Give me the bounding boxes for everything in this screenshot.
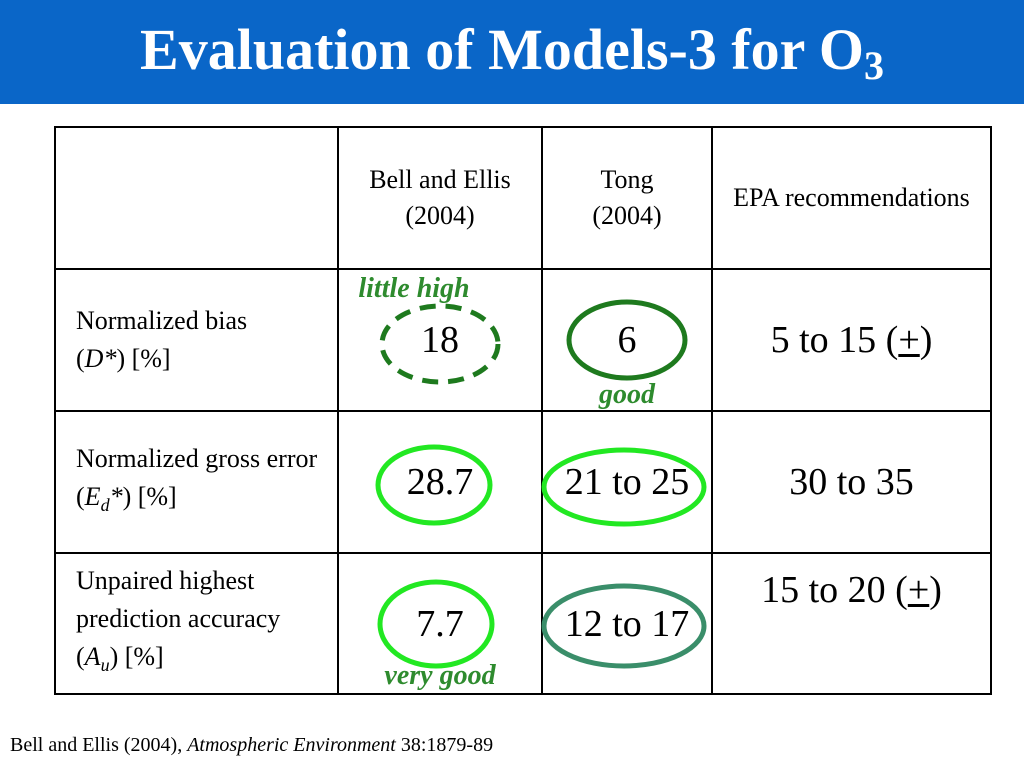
header-epa: EPA recommendations (711, 126, 992, 270)
table-row: Unpaired highest prediction accuracy (Au… (54, 552, 992, 695)
value-epa-gross-error: 30 to 35 (711, 410, 992, 554)
plus-minus-sign: + (907, 569, 930, 611)
slide-title-text: Evaluation of Models-3 for O (140, 17, 864, 82)
row-label-unpaired-accuracy: Unpaired highest prediction accuracy (Au… (54, 552, 339, 695)
row-label-normalized-gross-error: Normalized gross error (Ed*) [%] (54, 410, 339, 554)
header-tong-text: Tong (2004) (592, 165, 662, 230)
value-bell-bias: 18 (337, 268, 543, 412)
evaluation-table: Bell and Ellis (2004) Tong (2004) EPA re… (54, 126, 992, 695)
header-bell-ellis: Bell and Ellis (2004) (337, 126, 543, 270)
title-bar: Evaluation of Models-3 for O3 (0, 0, 1024, 104)
header-bell-ellis-text: Bell and Ellis (2004) (369, 165, 511, 230)
row-label-main: Normalized gross error (Ed*) [%] (76, 443, 318, 516)
value-tong-gross-error: 21 to 25 (541, 410, 713, 554)
slide-title-subscript: 3 (863, 43, 884, 88)
reference-citation: Bell and Ellis (2004), Atmospheric Envir… (10, 734, 494, 756)
header-tong: Tong (2004) (541, 126, 713, 270)
value-tong-accuracy: 12 to 17 (541, 552, 713, 695)
value-bell-accuracy: 7.7 (337, 552, 543, 695)
symbol-d-star: D* (84, 344, 117, 373)
slide-title: Evaluation of Models-3 for O3 (0, 14, 1024, 86)
symbol-e-d-star: Ed* (84, 481, 123, 516)
header-epa-text: EPA recommendations (733, 183, 970, 212)
table-header-row: Bell and Ellis (2004) Tong (2004) EPA re… (54, 126, 992, 270)
value-bell-gross-error: 28.7 (337, 410, 543, 554)
journal-name: Atmospheric Environment (187, 734, 396, 756)
value-tong-bias: 6 (541, 268, 713, 412)
table-row: Normalized bias (D*) [%] 18 6 5 to 15 (+… (54, 268, 992, 412)
header-empty-cell (54, 126, 339, 270)
table-row: Normalized gross error (Ed*) [%] 28.7 21… (54, 410, 992, 554)
row-label-main: Normalized bias (76, 306, 248, 335)
plus-minus-sign: + (898, 319, 920, 361)
value-epa-accuracy: 15 to 20 (+) (711, 552, 992, 695)
row-label-normalized-bias: Normalized bias (D*) [%] (54, 268, 339, 412)
value-epa-bias: 5 to 15 (+) (711, 268, 992, 412)
row-label-main: Unpaired highest prediction accuracy (Au… (76, 566, 281, 676)
symbol-a-u: Au (84, 642, 110, 676)
